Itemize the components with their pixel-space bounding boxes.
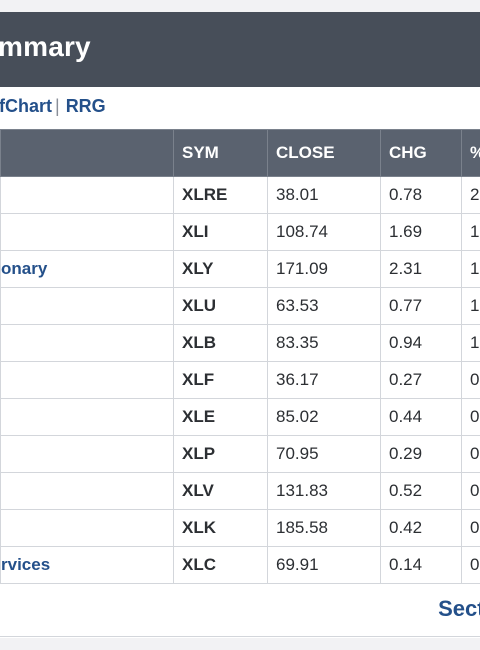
change-cell: 0.27: [380, 361, 462, 399]
sector-name-cell[interactable]: onary: [0, 250, 174, 288]
table-row: rvices XLC 69.91 0.14 0: [0, 546, 480, 584]
change-cell: 2.31: [380, 250, 462, 288]
sector-name-cell[interactable]: [0, 435, 174, 473]
change-cell: 0.14: [380, 546, 462, 584]
sector-name-cell[interactable]: [0, 509, 174, 547]
close-cell: 83.35: [267, 324, 381, 362]
col-header-close[interactable]: CLOSE: [267, 129, 381, 177]
divider: [0, 636, 480, 637]
table-row: XLU 63.53 0.77 1: [0, 287, 480, 325]
symbol-cell[interactable]: XLC: [173, 546, 268, 584]
sector-footer: Secto: [0, 596, 480, 622]
change-cell: 0.94: [380, 324, 462, 362]
close-cell: 171.09: [267, 250, 381, 288]
percent-cell: 1: [461, 324, 480, 362]
title-bar: mmary: [0, 12, 480, 87]
symbol-cell[interactable]: XLB: [173, 324, 268, 362]
change-cell: 0.29: [380, 435, 462, 473]
close-cell: 131.83: [267, 472, 381, 510]
symbol-cell[interactable]: XLRE: [173, 176, 268, 214]
percent-cell: 0: [461, 435, 480, 473]
sector-link-label: Secto: [438, 596, 480, 621]
symbol-cell[interactable]: XLP: [173, 435, 268, 473]
table-row: onary XLY 171.09 2.31 1: [0, 250, 480, 288]
change-cell: 1.69: [380, 213, 462, 251]
sector-table: SYM CLOSE CHG % XLRE38.010.782XLI108.741…: [0, 129, 480, 584]
col-header-chg[interactable]: CHG: [380, 129, 462, 177]
sector-name-cell[interactable]: [0, 361, 174, 399]
close-cell: 69.91: [267, 546, 381, 584]
sector-name-cell[interactable]: [0, 398, 174, 436]
table-row: XLE 85.02 0.44 0: [0, 398, 480, 436]
symbol-cell[interactable]: XLK: [173, 509, 268, 547]
change-cell: 0.52: [380, 472, 462, 510]
symbol-cell[interactable]: XLU: [173, 287, 268, 325]
close-cell: 85.02: [267, 398, 381, 436]
table-row: XLI 108.74 1.69 1: [0, 213, 480, 251]
table-header-row: SYM CLOSE CHG %: [0, 129, 480, 177]
percent-cell: 0: [461, 398, 480, 436]
sector-name-cell[interactable]: [0, 472, 174, 510]
symbol-cell[interactable]: XLE: [173, 398, 268, 436]
sector-name-cell[interactable]: [0, 287, 174, 325]
change-cell: 0.44: [380, 398, 462, 436]
close-cell: 36.17: [267, 361, 381, 399]
percent-cell: 0: [461, 472, 480, 510]
chart-links: fChart | RRG: [0, 96, 106, 118]
percent-cell: 1: [461, 250, 480, 288]
percent-cell: 0: [461, 546, 480, 584]
change-cell: 0.77: [380, 287, 462, 325]
col-header-pct[interactable]: %: [461, 129, 480, 177]
close-cell: 38.01: [267, 176, 381, 214]
close-cell: 63.53: [267, 287, 381, 325]
col-header-sym[interactable]: SYM: [173, 129, 268, 177]
symbol-cell[interactable]: XLI: [173, 213, 268, 251]
sector-name-label[interactable]: onary: [1, 259, 48, 278]
close-cell: 70.95: [267, 435, 381, 473]
table-row: XLV 131.83 0.52 0: [0, 472, 480, 510]
percent-cell: 1: [461, 287, 480, 325]
percent-cell: 0: [461, 361, 480, 399]
symbol-cell[interactable]: XLF: [173, 361, 268, 399]
sector-name-label[interactable]: rvices: [1, 555, 51, 574]
sector-name-cell[interactable]: [0, 324, 174, 362]
rrg-link[interactable]: RRG: [65, 96, 106, 116]
symbol-cell[interactable]: XLV: [173, 472, 268, 510]
percent-cell: 1: [461, 213, 480, 251]
close-cell: 185.58: [267, 509, 381, 547]
change-cell: 0.78: [380, 176, 462, 214]
page-title: mmary: [0, 31, 91, 62]
table-row: XLK 185.58 0.42 0: [0, 509, 480, 547]
close-cell: 108.74: [267, 213, 381, 251]
col-header-sector[interactable]: [0, 129, 174, 177]
sector-link[interactable]: Secto: [438, 596, 480, 621]
symbol-cell[interactable]: XLY: [173, 250, 268, 288]
sector-name-cell[interactable]: [0, 176, 174, 214]
table-row: XLRE 38.01 0.78 2: [0, 176, 480, 214]
sector-summary-card: mmary fChart|RRG SYM CLOSE CHG % XLRE38.…: [0, 12, 480, 638]
table-row: XLB 83.35 0.94 1: [0, 324, 480, 362]
change-cell: 0.42: [380, 509, 462, 547]
sector-name-cell[interactable]: [0, 213, 174, 251]
percent-cell: 2: [461, 176, 480, 214]
table-row: XLF 36.17 0.27 0: [0, 361, 480, 399]
perfchart-link[interactable]: fChart: [0, 96, 52, 116]
sector-name-cell[interactable]: rvices: [0, 546, 174, 584]
percent-cell: 0: [461, 509, 480, 547]
link-separator: |: [55, 96, 60, 116]
table-row: XLP 70.95 0.29 0: [0, 435, 480, 473]
